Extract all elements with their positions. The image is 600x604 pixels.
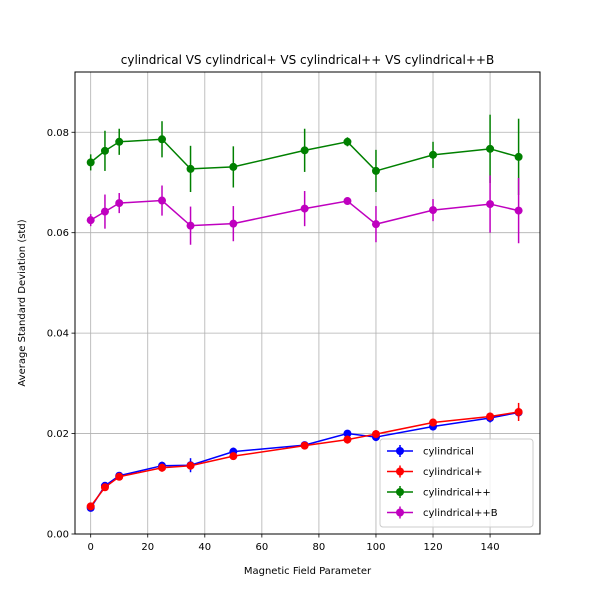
cylindrical-plus-point	[514, 407, 523, 416]
cylindrical-plus-point	[115, 472, 124, 481]
cylindrical-plus-plus-point	[300, 146, 309, 155]
cylindrical-plus-plus-point	[186, 164, 195, 173]
x-tick-label: 80	[313, 542, 326, 553]
y-tick-label: 0.02	[47, 429, 69, 440]
cylindrical-point	[343, 429, 352, 438]
series-cylindrical-plus-plus	[86, 114, 523, 196]
chart-title: cylindrical VS cylindrical+ VS cylindric…	[121, 53, 494, 67]
legend-item-cylindrical-plus: cylindrical+	[387, 465, 482, 478]
cylindrical-plus-point	[300, 441, 309, 450]
legend-swatch-marker	[396, 467, 404, 476]
legend-swatch-marker	[396, 447, 404, 455]
x-tick-label: 100	[366, 542, 385, 553]
y-tick-label: 0.06	[47, 228, 69, 239]
series-cylindrical-plus-plusb	[86, 175, 523, 245]
cylindrical-plus-point	[343, 435, 352, 444]
cylindrical-plus-plusb-point	[100, 207, 109, 216]
legend-swatch-marker	[396, 508, 404, 517]
x-tick-label: 140	[481, 542, 500, 553]
cylindrical-plus-plus-point	[86, 158, 95, 167]
y-axis-label: Average Standard Deviation (std)	[17, 219, 28, 386]
cylindrical-plus-plus-point	[343, 137, 352, 146]
cylindrical-plus-plus-point	[429, 150, 438, 159]
cylindrical-plus-plusb-point	[158, 196, 167, 205]
cylindrical-plus-plusb-point	[86, 216, 95, 225]
series-cylindrical-plus	[86, 402, 523, 511]
cylindrical-plus-plus-point	[371, 166, 380, 175]
legend-item-cylindrical-plus-plusb: cylindrical++B	[387, 506, 498, 519]
y-tick-label: 0.08	[47, 128, 69, 139]
cylindrical-plus-point	[158, 463, 167, 472]
legend-label: cylindrical++	[423, 488, 491, 499]
cylindrical-plus-plusb-point	[186, 221, 195, 230]
cylindrical-plus-point	[486, 412, 495, 421]
legend-label: cylindrical++B	[423, 508, 498, 519]
cylindrical-plus-plusb-point	[429, 206, 438, 215]
cylindrical-plus-plusb-point	[486, 200, 495, 209]
cylindrical-plus-plus-point	[158, 135, 167, 144]
legend: cylindrical cylindrical+ cylindrical++ cyli…	[379, 438, 534, 528]
cylindrical-plus-point	[100, 483, 109, 492]
axis-ticks: 0 20 40 60 80 100 120 140 0.00 0.02 0.04 0.06 0.08	[47, 128, 500, 553]
cylindrical-plus-plusb-point	[300, 204, 309, 213]
cylindrical-plus-plus-point	[229, 162, 238, 171]
x-tick-label: 120	[423, 542, 442, 553]
legend-swatch-marker	[396, 488, 404, 496]
legend-items: cylindrical cylindrical+ cylindrical++ cyli…	[387, 445, 498, 519]
x-axis-label: Magnetic Field Parameter	[244, 566, 372, 577]
cylindrical-plus-plusb-point	[343, 197, 352, 206]
cylindrical-plus-plus-point	[115, 137, 124, 146]
legend-label: cylindrical+	[423, 467, 482, 478]
cylindrical-plus-plus-point	[514, 152, 523, 161]
legend-label: cylindrical	[423, 447, 474, 458]
cylindrical-plus-plusb-point	[229, 219, 238, 228]
cylindrical-plus-point	[429, 418, 438, 427]
x-tick-label: 60	[255, 542, 268, 553]
cylindrical-plus-plus-point	[100, 146, 109, 155]
y-tick-label: 0.00	[47, 530, 69, 541]
cylindrical-plus-point	[229, 452, 238, 461]
legend-box	[379, 438, 534, 528]
legend-item-cylindrical: cylindrical	[387, 445, 474, 458]
cylindrical-plus-plusb-point	[371, 220, 380, 229]
x-tick-label: 20	[141, 542, 154, 553]
cylindrical-plus-point	[186, 461, 195, 470]
cylindrical-plus-plus-point	[486, 144, 495, 153]
x-tick-label: 0	[88, 542, 94, 553]
x-tick-label: 40	[198, 542, 211, 553]
y-tick-label: 0.04	[47, 329, 69, 340]
legend-item-cylindrical-plus-plus: cylindrical++	[387, 486, 491, 499]
series-layer	[86, 114, 523, 512]
cylindrical-plus-plusb-point	[115, 199, 124, 208]
cylindrical-plus-point	[371, 430, 380, 439]
plot-area-frame	[74, 71, 541, 535]
cylindrical-plus-plusb-point	[514, 206, 523, 215]
cylindrical-plus-point	[86, 502, 95, 511]
